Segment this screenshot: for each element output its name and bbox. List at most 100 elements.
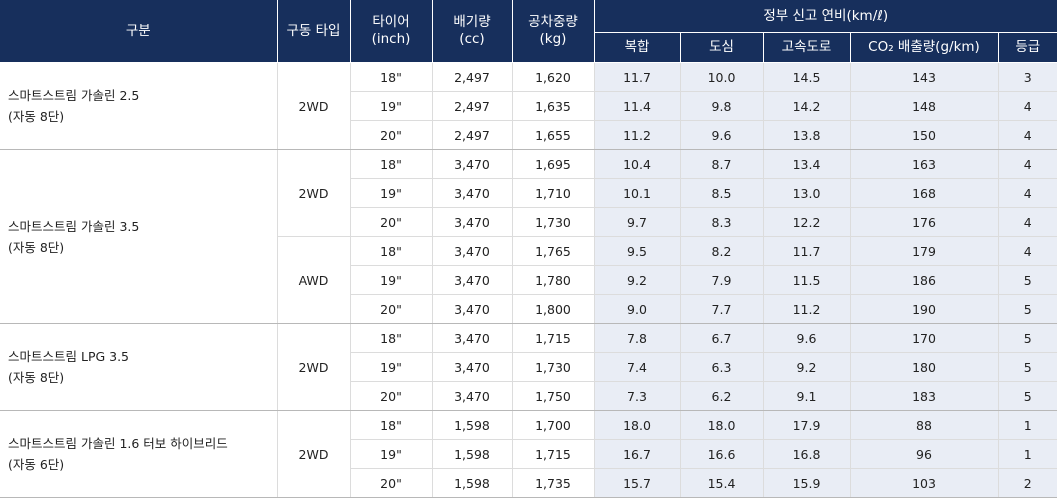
combined-cell: 11.2 [594,120,681,150]
drive-type-cell: 2WD [277,149,351,237]
city-cell: 8.7 [680,149,764,179]
highway-cell: 9.1 [763,381,851,411]
table-row: 스마트스트림 가솔린 3.5 (자동 8단) 2WD 18" 3,470 1,695 10… [0,149,1057,324]
table-row: 20" 3,470 1,750 7.3 6.2 9.1 183 5 [0,381,1057,411]
co2-cell: 183 [850,381,999,411]
grade-cell: 4 [998,120,1057,150]
displacement-cell: 3,470 [432,323,513,353]
weight-cell: 1,695 [512,149,595,179]
weight-cell: 1,715 [512,439,595,469]
weight-cell: 1,635 [512,91,595,121]
weight-cell: 1,730 [512,207,595,237]
header-displacement: 배기량 (cc) [432,0,513,63]
model-name-cell: 스마트스트림 가솔린 1.6 터보 하이브리드 (자동 6단) [0,410,278,498]
grade-cell: 4 [998,207,1057,237]
model-name-cell: 스마트스트림 가솔린 2.5 (자동 8단) [0,62,278,150]
city-cell: 15.4 [680,468,764,498]
header-category: 구분 [0,0,278,63]
table-header: 구분 구동 타입 타이어 (inch) 배기량 (cc) 공차중량 (kg) 정… [0,0,1057,63]
displacement-cell: 3,470 [432,149,513,179]
combined-cell: 11.4 [594,91,681,121]
city-cell: 8.3 [680,207,764,237]
city-cell: 6.2 [680,381,764,411]
weight-cell: 1,655 [512,120,595,150]
co2-cell: 170 [850,323,999,353]
co2-cell: 180 [850,352,999,382]
grade-cell: 4 [998,149,1057,179]
tire-cell: 18" [350,236,433,266]
table-row: 20" 2,497 1,655 11.2 9.6 13.8 150 4 [0,120,1057,150]
city-cell: 6.7 [680,323,764,353]
grade-cell: 5 [998,323,1057,353]
weight-cell: 1,710 [512,178,595,208]
weight-cell: 1,730 [512,352,595,382]
grade-cell: 1 [998,410,1057,440]
displacement-cell: 3,470 [432,178,513,208]
grade-cell: 4 [998,178,1057,208]
weight-cell: 1,780 [512,265,595,295]
weight-cell: 1,765 [512,236,595,266]
header-highway: 고속도로 [763,32,851,63]
highway-cell: 12.2 [763,207,851,237]
co2-cell: 163 [850,149,999,179]
weight-cell: 1,620 [512,62,595,92]
table-row: 19" 3,470 1,710 10.1 8.5 13.0 168 4 [0,178,1057,208]
city-cell: 8.2 [680,236,764,266]
combined-cell: 7.8 [594,323,681,353]
model-name-cell: 스마트스트림 가솔린 3.5 (자동 8단) [0,149,278,324]
city-cell: 18.0 [680,410,764,440]
header-co2: CO₂ 배출량(g/km) [850,32,999,63]
combined-cell: 18.0 [594,410,681,440]
table-row: 19" 3,470 1,780 9.2 7.9 11.5 186 5 [0,265,1057,295]
weight-cell: 1,700 [512,410,595,440]
highway-cell: 13.4 [763,149,851,179]
grade-cell: 1 [998,439,1057,469]
co2-cell: 168 [850,178,999,208]
drive-type-cell: 2WD [277,410,351,498]
drive-type-cell: 2WD [277,62,351,150]
displacement-cell: 3,470 [432,294,513,324]
drive-type-cell: 2WD [277,323,351,411]
combined-cell: 9.0 [594,294,681,324]
tire-cell: 20" [350,381,433,411]
city-cell: 10.0 [680,62,764,92]
highway-cell: 13.8 [763,120,851,150]
table-body: 스마트스트림 가솔린 2.5 (자동 8단) 2WD 18" 2,497 1,620 11… [0,62,1057,498]
displacement-cell: 3,470 [432,207,513,237]
tire-cell: 19" [350,352,433,382]
table-row: 20" 3,470 1,800 9.0 7.7 11.2 190 5 [0,294,1057,324]
city-cell: 9.8 [680,91,764,121]
co2-cell: 148 [850,91,999,121]
table-row: 19" 2,497 1,635 11.4 9.8 14.2 148 4 [0,91,1057,121]
displacement-cell: 1,598 [432,468,513,498]
header-grade: 등급 [998,32,1057,63]
tire-cell: 20" [350,294,433,324]
table-row: AWD 18" 3,470 1,765 9.5 8.2 11.7 179 4 [0,236,1057,324]
header-combined: 복합 [594,32,681,63]
grade-cell: 5 [998,265,1057,295]
combined-cell: 9.7 [594,207,681,237]
combined-cell: 10.1 [594,178,681,208]
co2-cell: 143 [850,62,999,92]
highway-cell: 11.5 [763,265,851,295]
displacement-cell: 1,598 [432,410,513,440]
co2-cell: 179 [850,236,999,266]
grade-cell: 5 [998,381,1057,411]
highway-cell: 16.8 [763,439,851,469]
header-drive: 구동 타입 [277,0,351,63]
tire-cell: 19" [350,178,433,208]
weight-cell: 1,715 [512,323,595,353]
grade-cell: 3 [998,62,1057,92]
drive-type-cell: AWD [277,236,351,324]
table-row: 19" 1,598 1,715 16.7 16.6 16.8 96 1 [0,439,1057,469]
displacement-cell: 1,598 [432,439,513,469]
highway-cell: 14.2 [763,91,851,121]
highway-cell: 9.2 [763,352,851,382]
displacement-cell: 3,470 [432,352,513,382]
grade-cell: 5 [998,294,1057,324]
tire-cell: 20" [350,120,433,150]
highway-cell: 11.7 [763,236,851,266]
highway-cell: 9.6 [763,323,851,353]
weight-cell: 1,800 [512,294,595,324]
